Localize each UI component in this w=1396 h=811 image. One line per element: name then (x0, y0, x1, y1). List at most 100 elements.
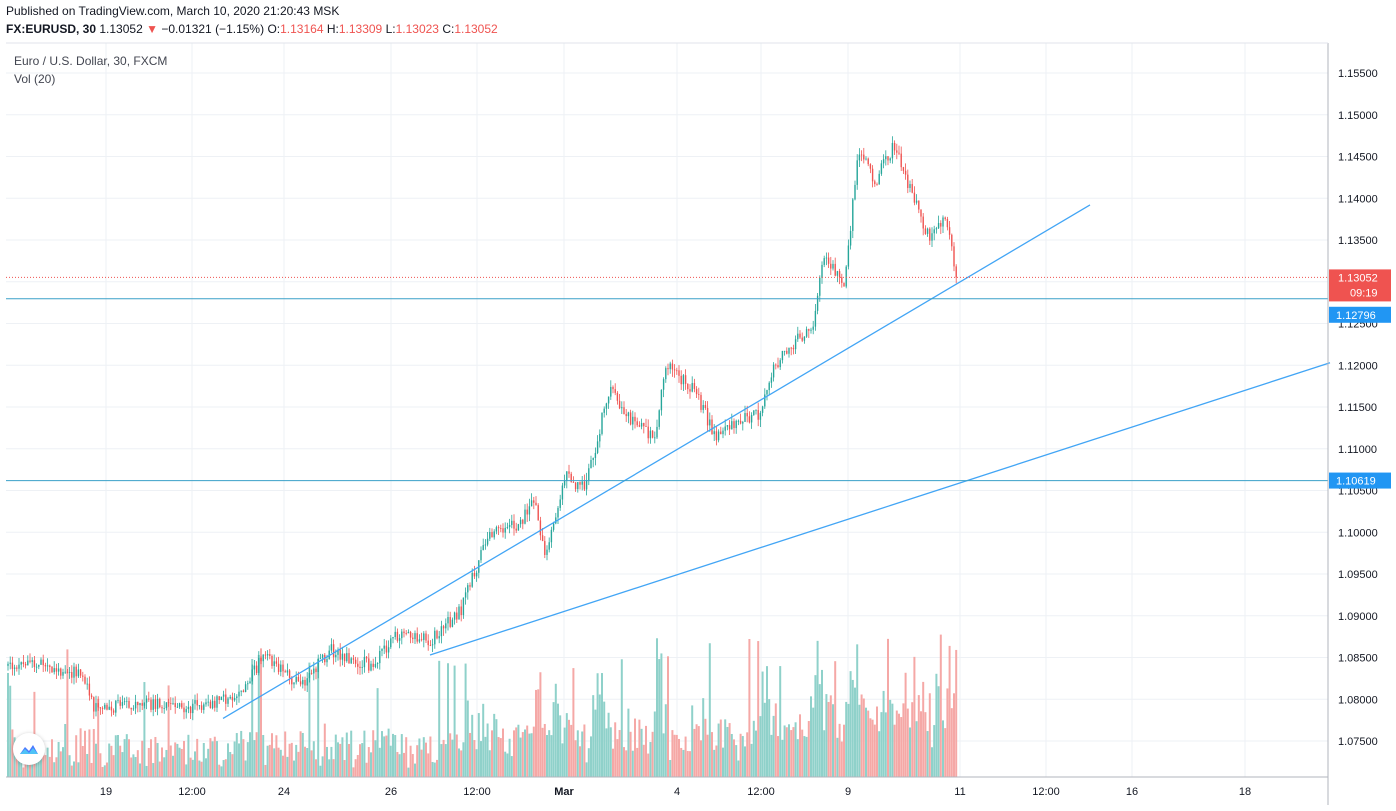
candle-body (90, 695, 93, 698)
candle-body (519, 519, 522, 525)
tradingview-logo-icon[interactable] (13, 733, 45, 765)
volume-bar (495, 719, 498, 777)
volume-bar (781, 739, 784, 777)
volume-bar (304, 746, 306, 777)
candle-body (286, 670, 289, 673)
volume-bar (262, 735, 265, 777)
volume-bar (779, 666, 782, 777)
volume-bar (757, 641, 760, 777)
volume-bar (198, 760, 201, 777)
volume-bar (310, 750, 313, 777)
candle-body (931, 233, 933, 241)
candle-body (493, 531, 495, 538)
candle-body (66, 671, 69, 673)
volume-bar (90, 762, 93, 777)
candle-body (174, 703, 176, 708)
candle-body (634, 416, 636, 422)
candle-body (607, 396, 610, 404)
candle-body (904, 170, 907, 175)
volume-bar (222, 760, 225, 777)
candle-body (253, 665, 256, 670)
candle-body (528, 506, 531, 515)
candle-body (225, 694, 227, 704)
candle-body (176, 706, 179, 708)
volume-bar (183, 740, 185, 777)
volume-bar (882, 690, 885, 777)
volume-bar (418, 738, 421, 777)
volume-bar (59, 751, 62, 777)
candle-body (339, 649, 341, 660)
volume-bar (466, 700, 469, 777)
candle-body (924, 228, 927, 234)
chart-legend: Euro / U.S. Dollar, 30, FXCM Vol (20) (14, 52, 167, 88)
volume-bar (645, 725, 647, 777)
candle-body (447, 617, 449, 624)
candle-body (902, 167, 905, 171)
candle-body (920, 209, 922, 217)
candle-body (458, 606, 460, 620)
candle-body (55, 668, 58, 672)
candle-body (750, 414, 753, 423)
volume-bar (359, 744, 361, 777)
volume-bar (268, 744, 271, 777)
candle-body (889, 158, 891, 161)
candle-body (744, 413, 746, 422)
candle-body (79, 669, 82, 676)
volume-bar (497, 737, 500, 777)
candle-body (524, 509, 526, 524)
volume-bar (587, 748, 590, 777)
candle-body (759, 412, 762, 420)
candle-body (702, 405, 704, 410)
volume-bar (887, 638, 889, 777)
volume-bar (20, 752, 23, 777)
candle-body (75, 666, 77, 677)
candle-body (227, 698, 229, 704)
volume-bar (488, 750, 491, 777)
volume-bar (693, 728, 696, 777)
volume-bar (176, 743, 179, 777)
candle-body (414, 633, 416, 640)
volume-bar (409, 745, 412, 777)
volume-bar (935, 673, 938, 777)
low-value: 1.13023 (395, 22, 439, 36)
volume-bar (715, 745, 718, 777)
candle-body (425, 633, 427, 641)
volume-bar (251, 658, 254, 777)
candle-body (84, 676, 86, 684)
candle-body (396, 631, 399, 641)
candle-body (616, 392, 619, 401)
volume-bar (480, 741, 482, 777)
volume-bar (766, 666, 768, 777)
candle-body (603, 408, 605, 413)
candle-body (302, 679, 304, 685)
close-label: C: (442, 22, 455, 36)
volume-bar (893, 724, 896, 777)
candle-body (651, 430, 654, 438)
volume-bar (469, 732, 471, 777)
candle-body (20, 662, 22, 665)
volume-bar (282, 755, 284, 777)
volume-bar (717, 723, 720, 777)
y-tick-label: 1.15000 (1338, 110, 1378, 122)
candle-body (618, 400, 621, 409)
candle-body (572, 481, 575, 483)
candle-body (911, 184, 913, 193)
volume-bar (697, 726, 700, 777)
candle-body (211, 700, 214, 709)
candle-body (238, 691, 240, 697)
volume-bar (946, 688, 949, 777)
volume-bar (860, 694, 863, 777)
candle-body (772, 364, 775, 378)
volume-bar (653, 711, 656, 777)
candle-body (612, 386, 614, 390)
drawings[interactable] (6, 204, 1331, 720)
volume-bar (735, 745, 738, 777)
volume-bar (636, 747, 639, 777)
volume-bar (196, 738, 199, 777)
candle-body (449, 617, 451, 627)
volume-bar (97, 698, 100, 777)
candle-body (599, 433, 601, 442)
volume-bar (172, 755, 174, 777)
candle-body (348, 653, 350, 664)
